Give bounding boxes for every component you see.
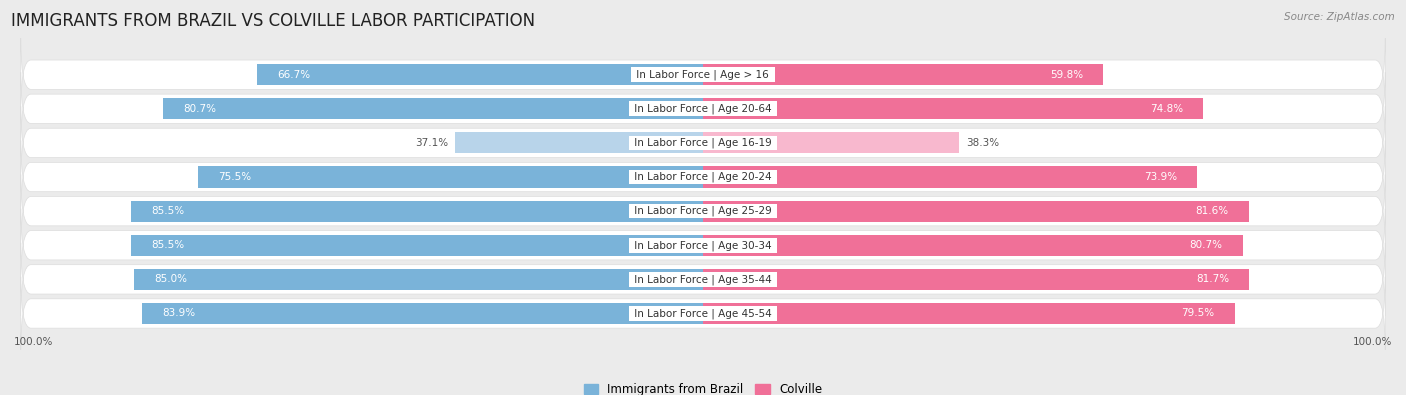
Bar: [131, 235, 703, 256]
FancyBboxPatch shape: [21, 38, 1385, 111]
Text: 85.0%: 85.0%: [155, 275, 187, 284]
Bar: [163, 98, 703, 119]
Text: 79.5%: 79.5%: [1181, 308, 1215, 318]
Bar: [456, 132, 703, 154]
FancyBboxPatch shape: [21, 106, 1385, 179]
Text: 80.7%: 80.7%: [183, 104, 217, 114]
Text: 66.7%: 66.7%: [277, 70, 311, 80]
Text: In Labor Force | Age 20-64: In Labor Force | Age 20-64: [631, 103, 775, 114]
FancyBboxPatch shape: [21, 243, 1385, 316]
Text: In Labor Force | Age 35-44: In Labor Force | Age 35-44: [631, 274, 775, 285]
Bar: [703, 98, 1204, 119]
Bar: [703, 132, 959, 154]
Bar: [257, 64, 703, 85]
Text: 80.7%: 80.7%: [1189, 240, 1223, 250]
Bar: [142, 303, 703, 324]
FancyBboxPatch shape: [21, 175, 1385, 248]
Text: 100.0%: 100.0%: [14, 337, 53, 348]
Bar: [703, 303, 1234, 324]
Text: In Labor Force | Age 16-19: In Labor Force | Age 16-19: [631, 138, 775, 148]
Text: 81.6%: 81.6%: [1195, 206, 1229, 216]
Text: In Labor Force | Age 45-54: In Labor Force | Age 45-54: [631, 308, 775, 319]
FancyBboxPatch shape: [21, 209, 1385, 282]
Text: 75.5%: 75.5%: [218, 172, 252, 182]
Text: 100.0%: 100.0%: [1353, 337, 1392, 348]
Bar: [703, 235, 1243, 256]
Text: 37.1%: 37.1%: [415, 138, 449, 148]
Text: In Labor Force | Age 25-29: In Labor Force | Age 25-29: [631, 206, 775, 216]
Bar: [703, 201, 1249, 222]
Text: 85.5%: 85.5%: [152, 206, 184, 216]
Text: 74.8%: 74.8%: [1150, 104, 1184, 114]
Text: 38.3%: 38.3%: [966, 138, 1000, 148]
FancyBboxPatch shape: [21, 72, 1385, 145]
Text: 73.9%: 73.9%: [1144, 172, 1177, 182]
FancyBboxPatch shape: [21, 141, 1385, 214]
Bar: [703, 64, 1102, 85]
Text: In Labor Force | Age > 16: In Labor Force | Age > 16: [634, 70, 772, 80]
Bar: [131, 201, 703, 222]
Bar: [703, 269, 1250, 290]
FancyBboxPatch shape: [21, 277, 1385, 350]
Text: In Labor Force | Age 30-34: In Labor Force | Age 30-34: [631, 240, 775, 250]
Text: 83.9%: 83.9%: [162, 308, 195, 318]
Bar: [198, 166, 703, 188]
Text: Source: ZipAtlas.com: Source: ZipAtlas.com: [1284, 12, 1395, 22]
Text: IMMIGRANTS FROM BRAZIL VS COLVILLE LABOR PARTICIPATION: IMMIGRANTS FROM BRAZIL VS COLVILLE LABOR…: [11, 12, 536, 30]
Bar: [703, 166, 1198, 188]
Text: 85.5%: 85.5%: [152, 240, 184, 250]
Text: 59.8%: 59.8%: [1050, 70, 1083, 80]
Legend: Immigrants from Brazil, Colville: Immigrants from Brazil, Colville: [583, 383, 823, 395]
Text: 81.7%: 81.7%: [1197, 275, 1229, 284]
Text: In Labor Force | Age 20-24: In Labor Force | Age 20-24: [631, 172, 775, 182]
Bar: [135, 269, 703, 290]
